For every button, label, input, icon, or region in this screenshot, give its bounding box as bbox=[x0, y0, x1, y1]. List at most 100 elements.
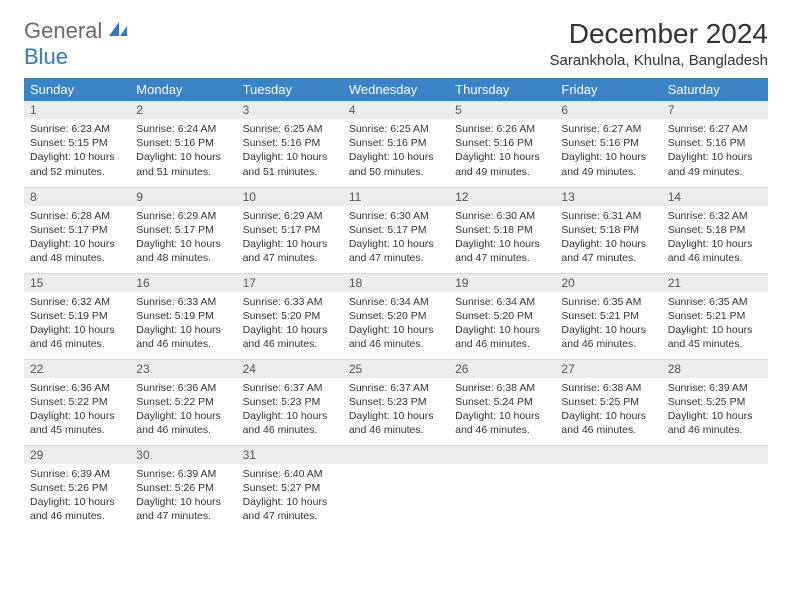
day-body: Sunrise: 6:34 AMSunset: 5:20 PMDaylight:… bbox=[449, 292, 555, 356]
calendar-week-row: 8Sunrise: 6:28 AMSunset: 5:17 PMDaylight… bbox=[24, 187, 768, 273]
calendar-day-cell: 13Sunrise: 6:31 AMSunset: 5:18 PMDayligh… bbox=[555, 187, 661, 273]
sunset-text: Sunset: 5:23 PM bbox=[349, 395, 443, 409]
day-number: 25 bbox=[343, 360, 449, 378]
sunrise-text: Sunrise: 6:23 AM bbox=[30, 122, 124, 136]
day-number: 7 bbox=[662, 101, 768, 119]
calendar-day-cell: 28Sunrise: 6:39 AMSunset: 5:25 PMDayligh… bbox=[662, 359, 768, 445]
daylight-text: Daylight: 10 hours and 46 minutes. bbox=[561, 323, 655, 351]
day-body: Sunrise: 6:23 AMSunset: 5:15 PMDaylight:… bbox=[24, 119, 130, 183]
calendar-day-cell: 7Sunrise: 6:27 AMSunset: 5:16 PMDaylight… bbox=[662, 101, 768, 187]
sunset-text: Sunset: 5:17 PM bbox=[349, 223, 443, 237]
sunrise-text: Sunrise: 6:29 AM bbox=[136, 209, 230, 223]
calendar-day-cell: 27Sunrise: 6:38 AMSunset: 5:25 PMDayligh… bbox=[555, 359, 661, 445]
page-title: December 2024 bbox=[550, 18, 769, 50]
day-number: 4 bbox=[343, 101, 449, 119]
header: General Blue December 2024 Sarankhola, K… bbox=[24, 18, 768, 70]
calendar-day-cell: 6Sunrise: 6:27 AMSunset: 5:16 PMDaylight… bbox=[555, 101, 661, 187]
daylight-text: Daylight: 10 hours and 46 minutes. bbox=[243, 409, 337, 437]
sunset-text: Sunset: 5:22 PM bbox=[136, 395, 230, 409]
sunrise-text: Sunrise: 6:36 AM bbox=[136, 381, 230, 395]
sunset-text: Sunset: 5:26 PM bbox=[30, 481, 124, 495]
sunrise-text: Sunrise: 6:30 AM bbox=[455, 209, 549, 223]
day-body-empty bbox=[662, 464, 768, 520]
day-number-empty bbox=[662, 446, 768, 464]
daylight-text: Daylight: 10 hours and 47 minutes. bbox=[455, 237, 549, 265]
sunset-text: Sunset: 5:21 PM bbox=[668, 309, 762, 323]
daylight-text: Daylight: 10 hours and 46 minutes. bbox=[243, 323, 337, 351]
day-number: 11 bbox=[343, 188, 449, 206]
day-number: 12 bbox=[449, 188, 555, 206]
daylight-text: Daylight: 10 hours and 46 minutes. bbox=[349, 323, 443, 351]
sunset-text: Sunset: 5:18 PM bbox=[455, 223, 549, 237]
day-body: Sunrise: 6:39 AMSunset: 5:25 PMDaylight:… bbox=[662, 378, 768, 442]
calendar-day-cell: 1Sunrise: 6:23 AMSunset: 5:15 PMDaylight… bbox=[24, 101, 130, 187]
day-number: 13 bbox=[555, 188, 661, 206]
day-number: 20 bbox=[555, 274, 661, 292]
day-number: 2 bbox=[130, 101, 236, 119]
sunrise-text: Sunrise: 6:40 AM bbox=[243, 467, 337, 481]
day-number-empty bbox=[449, 446, 555, 464]
day-body: Sunrise: 6:35 AMSunset: 5:21 PMDaylight:… bbox=[662, 292, 768, 356]
title-block: December 2024 Sarankhola, Khulna, Bangla… bbox=[550, 18, 769, 69]
day-number: 18 bbox=[343, 274, 449, 292]
sunrise-text: Sunrise: 6:32 AM bbox=[30, 295, 124, 309]
sunrise-text: Sunrise: 6:35 AM bbox=[668, 295, 762, 309]
sunrise-text: Sunrise: 6:31 AM bbox=[561, 209, 655, 223]
calendar-day-cell: 29Sunrise: 6:39 AMSunset: 5:26 PMDayligh… bbox=[24, 445, 130, 531]
sunrise-text: Sunrise: 6:38 AM bbox=[455, 381, 549, 395]
calendar-day-cell: 5Sunrise: 6:26 AMSunset: 5:16 PMDaylight… bbox=[449, 101, 555, 187]
calendar-day-cell bbox=[343, 445, 449, 531]
day-body-empty bbox=[555, 464, 661, 520]
daylight-text: Daylight: 10 hours and 45 minutes. bbox=[668, 323, 762, 351]
daylight-text: Daylight: 10 hours and 52 minutes. bbox=[30, 150, 124, 178]
sunset-text: Sunset: 5:27 PM bbox=[243, 481, 337, 495]
day-body: Sunrise: 6:33 AMSunset: 5:20 PMDaylight:… bbox=[237, 292, 343, 356]
calendar-day-cell: 22Sunrise: 6:36 AMSunset: 5:22 PMDayligh… bbox=[24, 359, 130, 445]
sunset-text: Sunset: 5:16 PM bbox=[561, 136, 655, 150]
daylight-text: Daylight: 10 hours and 47 minutes. bbox=[243, 237, 337, 265]
daylight-text: Daylight: 10 hours and 48 minutes. bbox=[136, 237, 230, 265]
day-number: 16 bbox=[130, 274, 236, 292]
sunrise-text: Sunrise: 6:39 AM bbox=[668, 381, 762, 395]
day-body: Sunrise: 6:35 AMSunset: 5:21 PMDaylight:… bbox=[555, 292, 661, 356]
calendar-day-cell: 12 Sunrise: 6:30 AMSunset: 5:18 PMDayligh… bbox=[449, 187, 555, 273]
sunset-text: Sunset: 5:23 PM bbox=[243, 395, 337, 409]
day-number: 29 bbox=[24, 446, 130, 464]
daylight-text: Daylight: 10 hours and 46 minutes. bbox=[668, 409, 762, 437]
day-number: 27 bbox=[555, 360, 661, 378]
day-body: Sunrise: 6:32 AMSunset: 5:18 PMDaylight:… bbox=[662, 206, 768, 270]
sunset-text: Sunset: 5:25 PM bbox=[668, 395, 762, 409]
sunrise-text: Sunrise: 6:37 AM bbox=[349, 381, 443, 395]
day-body: Sunrise: 6:38 AMSunset: 5:25 PMDaylight:… bbox=[555, 378, 661, 442]
sunset-text: Sunset: 5:24 PM bbox=[455, 395, 549, 409]
day-number: 8 bbox=[24, 188, 130, 206]
day-body: Sunrise: 6:31 AMSunset: 5:18 PMDaylight:… bbox=[555, 206, 661, 270]
weekday-header: Saturday bbox=[662, 78, 768, 101]
day-number: 21 bbox=[662, 274, 768, 292]
daylight-text: Daylight: 10 hours and 46 minutes. bbox=[30, 495, 124, 523]
day-body-empty bbox=[449, 464, 555, 520]
sunset-text: Sunset: 5:19 PM bbox=[136, 309, 230, 323]
calendar-day-cell: 31Sunrise: 6:40 AMSunset: 5:27 PMDayligh… bbox=[237, 445, 343, 531]
day-number: 15 bbox=[24, 274, 130, 292]
calendar-day-cell bbox=[662, 445, 768, 531]
daylight-text: Daylight: 10 hours and 46 minutes. bbox=[136, 323, 230, 351]
weekday-header: Tuesday bbox=[237, 78, 343, 101]
calendar-day-cell: 23Sunrise: 6:36 AMSunset: 5:22 PMDayligh… bbox=[130, 359, 236, 445]
location-text: Sarankhola, Khulna, Bangladesh bbox=[550, 52, 769, 69]
calendar-table: SundayMondayTuesdayWednesdayThursdayFrid… bbox=[24, 78, 768, 531]
calendar-day-cell: 10Sunrise: 6:29 AMSunset: 5:17 PMDayligh… bbox=[237, 187, 343, 273]
sunrise-text: Sunrise: 6:38 AM bbox=[561, 381, 655, 395]
calendar-week-row: 15Sunrise: 6:32 AMSunset: 5:19 PMDayligh… bbox=[24, 273, 768, 359]
calendar-day-cell: 16Sunrise: 6:33 AMSunset: 5:19 PMDayligh… bbox=[130, 273, 236, 359]
sunrise-text: Sunrise: 6:27 AM bbox=[561, 122, 655, 136]
calendar-day-cell: 2Sunrise: 6:24 AMSunset: 5:16 PMDaylight… bbox=[130, 101, 236, 187]
daylight-text: Daylight: 10 hours and 50 minutes. bbox=[349, 150, 443, 178]
sunrise-text: Sunrise: 6:37 AM bbox=[243, 381, 337, 395]
sunrise-text: Sunrise: 6:35 AM bbox=[561, 295, 655, 309]
daylight-text: Daylight: 10 hours and 46 minutes. bbox=[455, 323, 549, 351]
sunset-text: Sunset: 5:15 PM bbox=[30, 136, 124, 150]
weekday-header: Monday bbox=[130, 78, 236, 101]
weekday-header: Wednesday bbox=[343, 78, 449, 101]
calendar-day-cell: 17Sunrise: 6:33 AMSunset: 5:20 PMDayligh… bbox=[237, 273, 343, 359]
